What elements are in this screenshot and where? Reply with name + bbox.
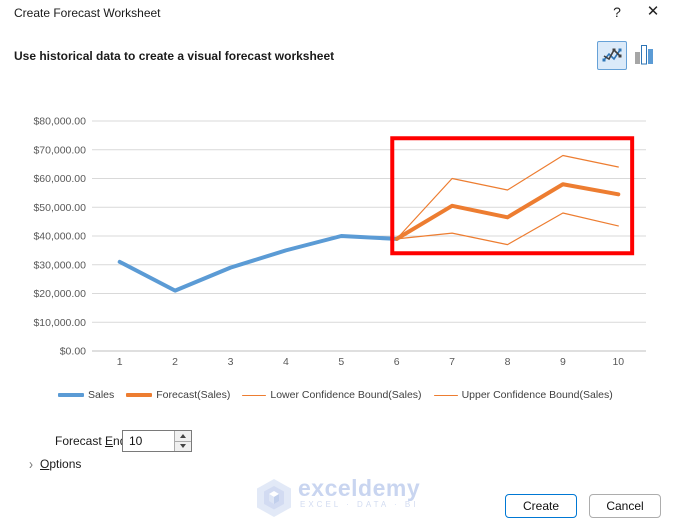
svg-text:$40,000.00: $40,000.00 bbox=[33, 231, 86, 243]
spinner-buttons bbox=[174, 431, 191, 451]
watermark-tagline: EXCEL · DATA · BI bbox=[300, 500, 419, 509]
legend-line-swatch bbox=[58, 393, 84, 397]
watermark-text: exceldemy EXCEL · DATA · BI bbox=[298, 475, 421, 510]
svg-text:$10,000.00: $10,000.00 bbox=[33, 317, 86, 329]
svg-text:$30,000.00: $30,000.00 bbox=[33, 259, 86, 271]
svg-text:$60,000.00: $60,000.00 bbox=[33, 173, 86, 185]
spin-up-button[interactable] bbox=[175, 431, 191, 441]
close-button[interactable]: ✕ bbox=[640, 2, 666, 22]
svg-text:4: 4 bbox=[283, 356, 289, 368]
svg-text:$0.00: $0.00 bbox=[60, 346, 86, 358]
spin-down-button[interactable] bbox=[175, 440, 191, 451]
forecast-chart: $0.00 $10,000.00 $20,000.00 $30,000.00 $40,0… bbox=[33, 116, 646, 368]
svg-text:1: 1 bbox=[117, 356, 123, 368]
svg-text:$80,000.00: $80,000.00 bbox=[33, 116, 86, 128]
dialog-title: Create Forecast Worksheet bbox=[14, 6, 161, 20]
legend-line-swatch bbox=[242, 394, 267, 396]
legend-item: Forecast(Sales) bbox=[126, 389, 230, 401]
svg-text:8: 8 bbox=[505, 356, 511, 368]
dialog-subtitle: Use historical data to create a visual f… bbox=[14, 49, 335, 63]
svg-text:10: 10 bbox=[612, 356, 624, 368]
bar-chart-icon bbox=[634, 42, 654, 69]
create-button[interactable]: Create bbox=[505, 494, 577, 518]
svg-text:$20,000.00: $20,000.00 bbox=[33, 288, 86, 300]
svg-text:3: 3 bbox=[228, 356, 234, 368]
options-label: Options bbox=[40, 457, 82, 471]
cancel-button[interactable]: Cancel bbox=[589, 494, 661, 518]
legend-label: Sales bbox=[88, 389, 115, 401]
line-chart-icon bbox=[601, 44, 623, 68]
legend-item: Upper Confidence Bound(Sales) bbox=[433, 389, 613, 401]
bar-chart-type-button[interactable] bbox=[629, 41, 659, 70]
svg-text:7: 7 bbox=[449, 356, 455, 368]
chevron-right-icon: › bbox=[29, 455, 33, 473]
watermark-brand: exceldemy bbox=[298, 475, 421, 501]
forecast-end-input[interactable] bbox=[123, 431, 174, 451]
svg-text:2: 2 bbox=[172, 356, 178, 368]
down-arrow-icon bbox=[180, 444, 186, 449]
svg-text:6: 6 bbox=[394, 356, 400, 368]
legend-label: Upper Confidence Bound(Sales) bbox=[461, 389, 613, 401]
legend-item: Sales bbox=[58, 389, 114, 401]
up-arrow-icon bbox=[180, 433, 186, 438]
forecast-end-spinner bbox=[122, 430, 192, 452]
legend-line-swatch bbox=[433, 394, 458, 396]
legend-line-swatch bbox=[126, 393, 153, 397]
forecast-end-label: Forecast End bbox=[55, 434, 127, 448]
svg-text:$50,000.00: $50,000.00 bbox=[33, 202, 86, 214]
exceldemy-cube-icon bbox=[256, 478, 292, 523]
legend-label: Forecast(Sales) bbox=[156, 389, 231, 401]
options-expander[interactable]: › Options bbox=[29, 455, 82, 473]
legend-label: Lower Confidence Bound(Sales) bbox=[270, 389, 422, 401]
chart-legend: Sales Forecast(Sales) Lower Confidence Bou… bbox=[58, 389, 613, 401]
svg-text:$70,000.00: $70,000.00 bbox=[33, 144, 86, 156]
legend-item: Lower Confidence Bound(Sales) bbox=[242, 389, 422, 401]
svg-text:5: 5 bbox=[338, 356, 344, 368]
svg-text:9: 9 bbox=[560, 356, 566, 368]
line-chart-type-button[interactable] bbox=[597, 41, 627, 70]
help-button[interactable]: ? bbox=[604, 2, 630, 22]
exceldemy-watermark: exceldemy EXCEL · DATA · BI bbox=[256, 475, 421, 523]
